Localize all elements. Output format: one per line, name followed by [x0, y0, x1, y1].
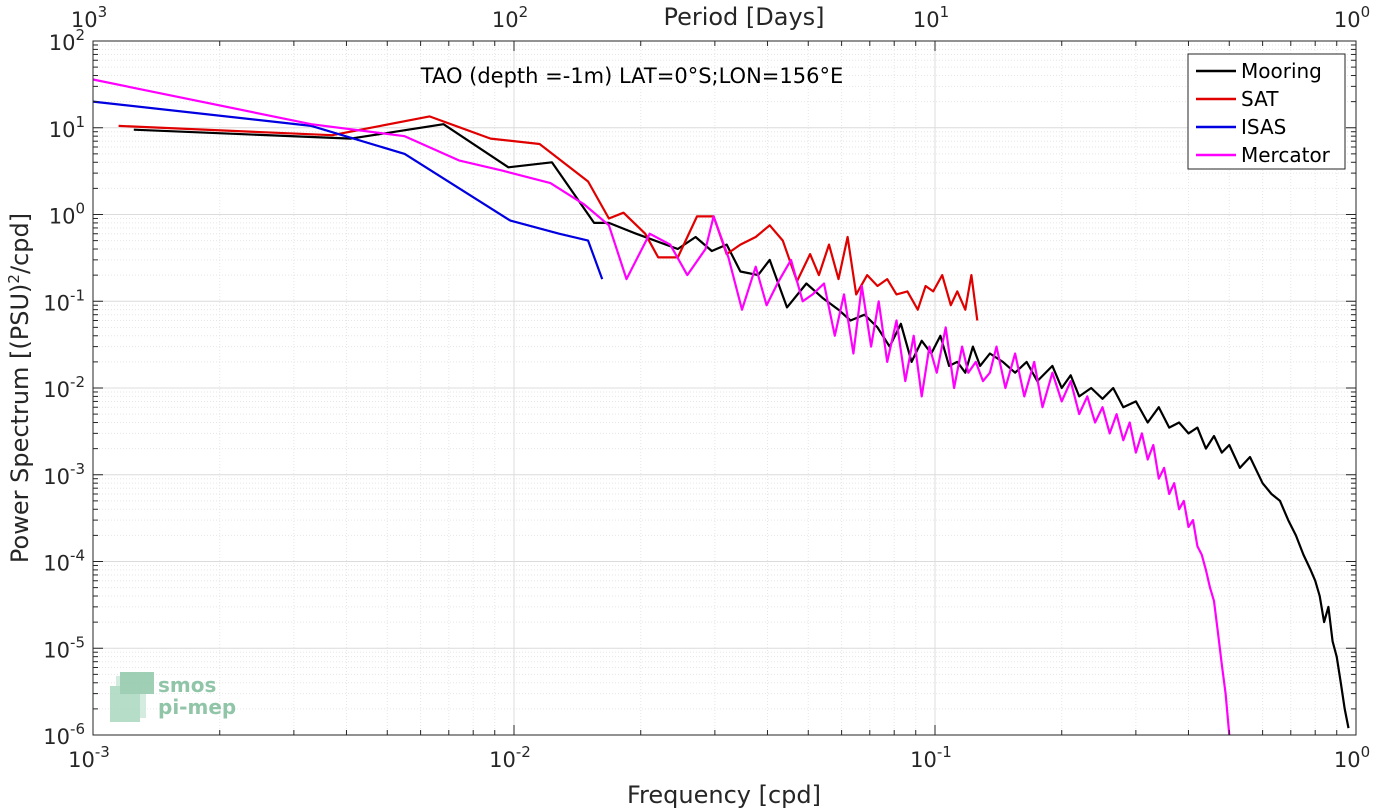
y-axis-title-tail: /cpd]: [6, 213, 34, 274]
x-tick-label: 10-3: [68, 743, 110, 772]
top-x-tick-label: 102: [492, 3, 528, 32]
legend-label: Mooring: [1241, 59, 1322, 83]
y-tick-label: 102: [49, 26, 85, 55]
y-tick-label: 10-4: [43, 547, 85, 576]
minor-grid: [93, 41, 1356, 735]
x-axis-title: Frequency [cpd]: [627, 781, 821, 809]
y-tick-label: 10-2: [43, 373, 85, 402]
series-line-mercator: [92, 78, 1231, 736]
y-tick-label: 10-5: [43, 633, 85, 662]
y-tick-label: 10-3: [43, 460, 85, 489]
top-x-tick-label: 101: [913, 3, 949, 32]
top-axis-title: Period [Days]: [663, 3, 824, 31]
smos-pi-mep-logo: smos pi-mep: [110, 672, 236, 722]
legend-label: ISAS: [1241, 115, 1286, 139]
logo-text-pimep: pi-mep: [158, 695, 236, 719]
y-axis-title: Power Spectrum [(PSU)2/cpd]: [5, 213, 34, 563]
tick-marks: [92, 40, 1357, 736]
logo-text-smos: smos: [158, 673, 216, 697]
top-x-tick-label: 100: [1334, 3, 1370, 32]
series-line-sat: [118, 115, 979, 321]
legend: Mooring SAT ISAS Mercator: [1187, 53, 1346, 170]
logo-shape-front: [120, 672, 154, 694]
y-axis-title-main: Power Spectrum [(PSU): [6, 284, 34, 563]
legend-box: [1187, 53, 1346, 170]
legend-label: SAT: [1241, 87, 1279, 111]
y-tick-label: 10-1: [43, 286, 85, 315]
x-tick-label: 10-2: [489, 743, 531, 772]
y-tick-label: 10-6: [43, 720, 85, 749]
legend-label: Mercator: [1241, 143, 1331, 167]
series-layer: [92, 78, 1350, 736]
x-tick-label: 10-1: [910, 743, 952, 772]
x-tick-label: 100: [1334, 743, 1370, 772]
chart-title: TAO (depth =-1m) LAT=0°S;LON=156°E: [420, 64, 844, 88]
y-axis-title-sup: 2: [5, 274, 23, 284]
y-tick-label: 101: [49, 113, 85, 142]
series-line-isas: [92, 100, 604, 280]
y-tick-label: 100: [49, 200, 85, 229]
top-x-tick-label: 103: [71, 3, 107, 32]
